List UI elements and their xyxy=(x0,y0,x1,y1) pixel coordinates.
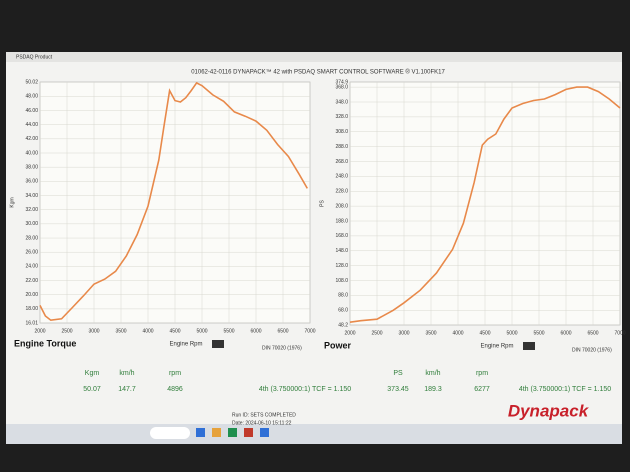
x-tick-label: 6500 xyxy=(277,328,288,334)
y-tick-label: 268.0 xyxy=(335,159,348,165)
gear-info: 4th (3.750000:1) TCF = 1.150 xyxy=(259,386,351,393)
readout-label: rpm xyxy=(169,370,181,377)
x-tick-label: 6500 xyxy=(587,330,598,336)
y-tick-label: 88.0 xyxy=(338,293,348,299)
readout-value: 4896 xyxy=(167,386,183,393)
chart-title: Engine Torque xyxy=(14,338,76,348)
y-tick-label: 16.01 xyxy=(25,320,38,326)
readout-label: km/h xyxy=(425,370,440,377)
standard-note: DIN 70020 (1976) xyxy=(262,345,302,351)
y-tick-label: 308.0 xyxy=(335,129,348,135)
dropdown[interactable] xyxy=(523,342,535,350)
x-tick-label: 7000 xyxy=(614,330,625,336)
x-tick-label: 5500 xyxy=(223,328,234,334)
x-tick-label: 5500 xyxy=(533,330,544,336)
y-tick-label: 40.00 xyxy=(25,150,38,156)
torque-curve xyxy=(39,81,308,322)
x-tick-label: 2500 xyxy=(61,328,72,334)
taskbar[interactable] xyxy=(6,424,622,444)
chart-title: Power xyxy=(324,340,352,350)
x-tick-label: 3500 xyxy=(115,328,126,334)
torque-curve xyxy=(349,86,621,323)
y-tick-label: 328.0 xyxy=(335,114,348,120)
y-tick-label: 348.0 xyxy=(335,99,348,105)
brand: Dynapack xyxy=(508,401,590,420)
y-tick-label: 48.2 xyxy=(338,322,348,328)
readout-value: 6277 xyxy=(474,386,490,393)
y-tick-label: 48.00 xyxy=(25,94,38,100)
y-tick-label: 248.0 xyxy=(335,174,348,180)
readout-value: 189.3 xyxy=(424,386,442,393)
readout-label: Kgm xyxy=(85,370,100,377)
readout-value: 147.7 xyxy=(118,386,136,393)
readout-label: km/h xyxy=(119,370,134,377)
taskbar-icons xyxy=(196,428,269,437)
readout-label: rpm xyxy=(476,370,488,377)
x-tick-label: 5000 xyxy=(506,330,517,336)
y-tick-label: 26.00 xyxy=(25,250,38,256)
y-tick-label: 46.00 xyxy=(25,108,38,114)
y-tick-label: 208.0 xyxy=(335,203,348,209)
x-tick-label: 3500 xyxy=(425,330,436,336)
y-tick-label: 368.0 xyxy=(335,84,348,90)
standard-note: DIN 70020 (1976) xyxy=(572,347,612,353)
run-id: Run ID: SETS COMPLETED xyxy=(232,412,296,418)
y-tick-label: 374.9 xyxy=(335,79,348,85)
readout-value: 373.45 xyxy=(387,386,409,393)
readout-label: PS xyxy=(393,370,403,377)
app-icon[interactable] xyxy=(212,428,221,437)
y-tick-label: 36.00 xyxy=(25,179,38,185)
x-tick-label: 2500 xyxy=(371,330,382,336)
y-tick-label: 34.00 xyxy=(25,193,38,199)
search-box[interactable] xyxy=(150,427,190,439)
y-tick-label: 28.00 xyxy=(25,235,38,241)
window-title: PSDAQ Product xyxy=(16,54,53,60)
app-icon[interactable] xyxy=(196,428,205,437)
y-tick-label: 68.0 xyxy=(338,308,348,314)
x-tick-label: 2000 xyxy=(344,330,355,336)
x-tick-label: 2000 xyxy=(34,328,45,334)
x-axis-label: Engine Rpm xyxy=(480,344,513,350)
y-tick-label: 42.00 xyxy=(25,136,38,142)
x-tick-label: 4000 xyxy=(452,330,463,336)
x-tick-label: 6000 xyxy=(250,328,261,334)
app-icon[interactable] xyxy=(244,428,253,437)
app-icon[interactable] xyxy=(260,428,269,437)
y-tick-label: 168.0 xyxy=(335,233,348,239)
x-tick-label: 4500 xyxy=(479,330,490,336)
y-tick-label: 288.0 xyxy=(335,144,348,150)
x-tick-label: 6000 xyxy=(560,330,571,336)
y-tick-label: 24.00 xyxy=(25,264,38,270)
x-tick-label: 4500 xyxy=(169,328,180,334)
x-tick-label: 4000 xyxy=(142,328,153,334)
header: 01062-42-0116 DYNAPACK™ 42 with PSDAQ SM… xyxy=(191,69,445,76)
app-icon[interactable] xyxy=(228,428,237,437)
title-bar xyxy=(6,52,622,62)
y-tick-label: 228.0 xyxy=(335,189,348,195)
y-tick-label: 128.0 xyxy=(335,263,348,269)
y-tick-label: 38.00 xyxy=(25,165,38,171)
y-tick-label: 18.00 xyxy=(25,306,38,312)
y-tick-label: 50.02 xyxy=(25,79,38,85)
gear-info: 4th (3.750000:1) TCF = 1.150 xyxy=(519,386,611,393)
x-tick-label: 3000 xyxy=(398,330,409,336)
y-tick-label: 20.00 xyxy=(25,292,38,298)
x-axis-label: Engine Rpm xyxy=(169,342,202,348)
x-tick-label: 3000 xyxy=(88,328,99,334)
y-tick-label: 22.00 xyxy=(25,278,38,284)
run-date: Date: 2024-06-10 15:11:22 xyxy=(232,420,292,426)
y-tick-label: 188.0 xyxy=(335,218,348,224)
y-tick-label: 148.0 xyxy=(335,248,348,254)
y-tick-label: 30.00 xyxy=(25,221,38,227)
y-tick-label: 32.00 xyxy=(25,207,38,213)
x-tick-label: 7000 xyxy=(304,328,315,334)
dropdown[interactable] xyxy=(212,340,224,348)
readout-value: 50.07 xyxy=(83,386,101,393)
y-axis-label: Kgm xyxy=(9,197,15,207)
y-axis-label: PS xyxy=(319,200,325,207)
y-tick-label: 108.0 xyxy=(335,278,348,284)
y-tick-label: 44.00 xyxy=(25,122,38,128)
x-tick-label: 5000 xyxy=(196,328,207,334)
